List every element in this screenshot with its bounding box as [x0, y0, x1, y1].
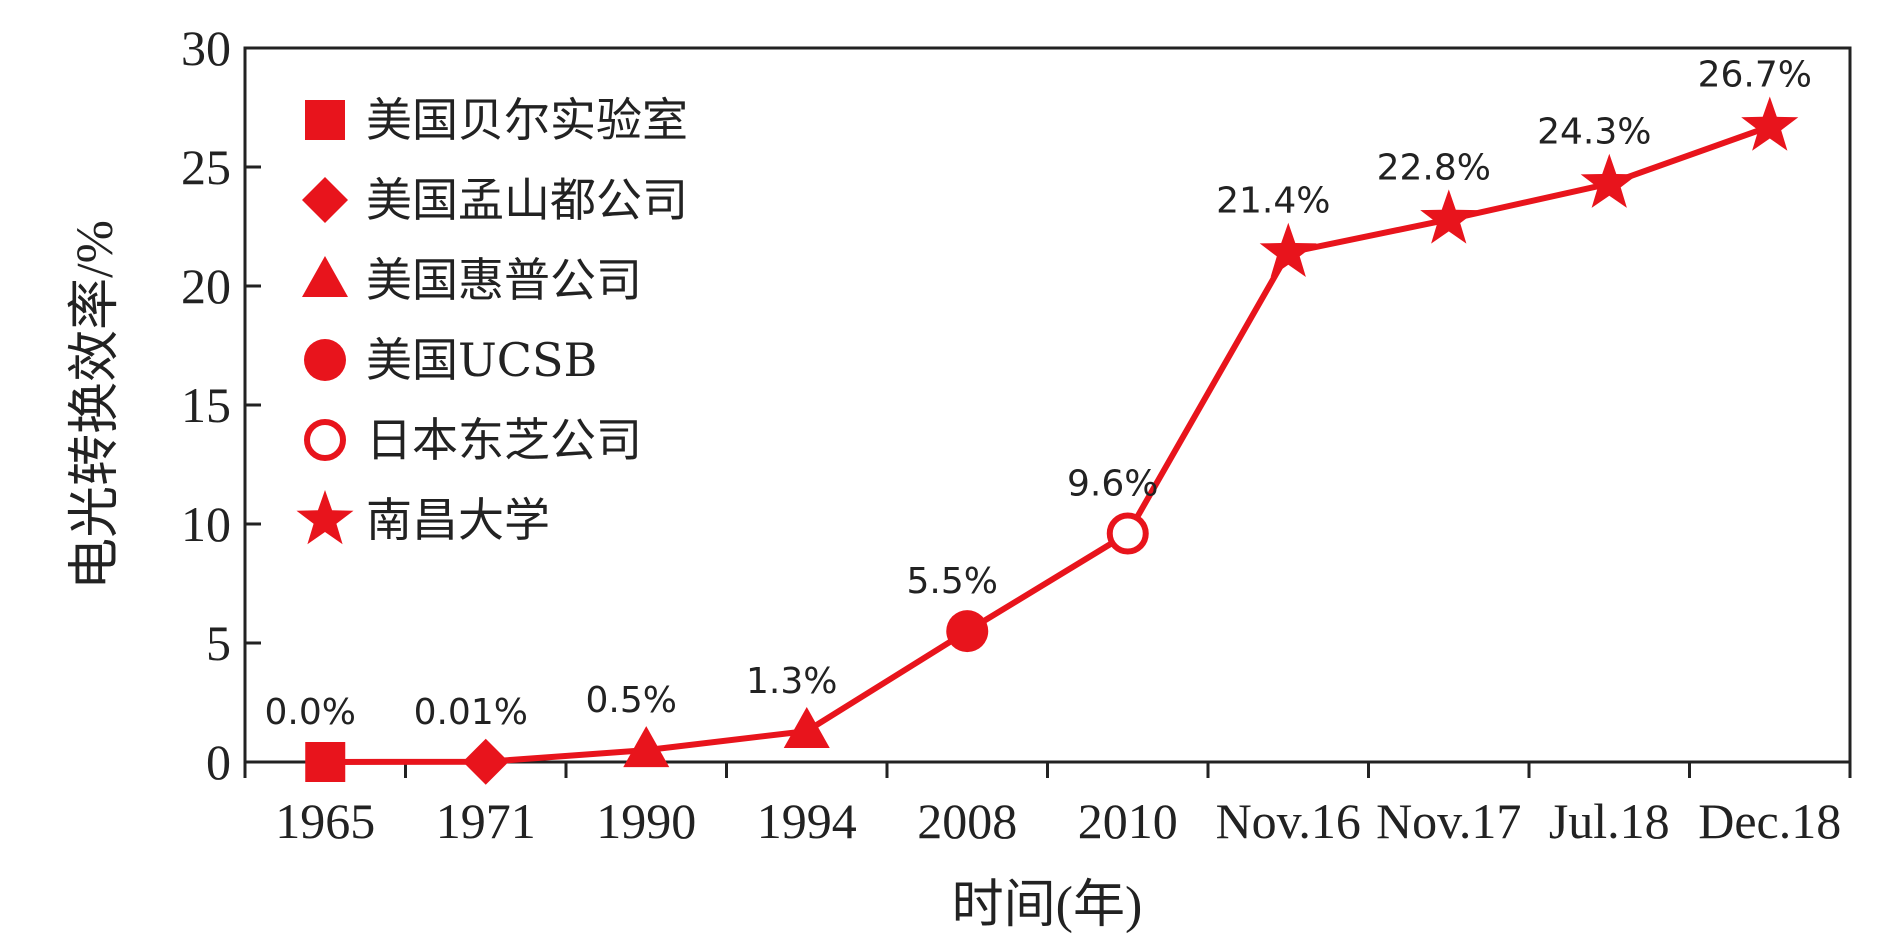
data-point-triangle	[623, 726, 670, 768]
y-tick-label: 0	[206, 734, 231, 790]
data-label: 0.5%	[586, 680, 677, 721]
data-point-star	[1420, 189, 1478, 244]
data-point-diamond	[462, 738, 509, 785]
legend-label: 美国惠普公司	[366, 253, 642, 307]
x-axis: 1965 1971 1990 1994 2008 2010 Nov.16 Nov.17 Jul.…	[243, 762, 1852, 849]
data-point-square	[305, 742, 346, 782]
x-tick-label: Nov.17	[1376, 793, 1521, 849]
x-axis-title: 时间(年)	[952, 877, 1143, 934]
y-axis: 0 5 10 15 20 25 30	[181, 20, 261, 790]
legend-marker-triangle	[302, 256, 348, 297]
data-label: 22.8%	[1377, 147, 1491, 188]
data-label: 21.4%	[1216, 181, 1330, 222]
series-efficiency	[305, 96, 1799, 785]
x-tick-label: 1990	[596, 793, 696, 849]
data-point-star	[1580, 153, 1638, 208]
y-tick-label: 25	[181, 139, 231, 195]
y-tick-label: 5	[206, 615, 231, 671]
legend-label: 美国贝尔实验室	[366, 93, 688, 147]
data-point-circle	[946, 610, 989, 653]
data-point-star	[1741, 96, 1799, 151]
data-label: 9.6%	[1067, 464, 1158, 505]
legend-label: 美国孟山都公司	[366, 173, 688, 227]
data-label: 24.3%	[1537, 112, 1651, 153]
legend-label: 美国UCSB	[366, 333, 597, 387]
x-tick-label: 1994	[757, 793, 857, 849]
data-label: 0.0%	[265, 692, 356, 733]
x-tick-label: Nov.16	[1216, 793, 1361, 849]
y-tick-label: 10	[181, 496, 231, 552]
y-tick-label: 20	[181, 258, 231, 314]
x-tick-label: 1971	[436, 793, 536, 849]
data-point-circle-open	[1106, 512, 1149, 555]
legend-marker-star	[296, 490, 354, 545]
data-labels: 0.0% 0.01% 0.5% 1.3% 5.5% 9.6% 21.4% 22.8% 24.3%…	[265, 55, 1812, 733]
y-tick-label: 15	[181, 377, 231, 433]
y-axis-title: 电光转换效率/%	[67, 220, 124, 590]
series-line	[325, 123, 1771, 765]
legend-label: 日本东芝公司	[366, 413, 642, 467]
x-tick-label: 2010	[1078, 793, 1178, 849]
data-label: 5.5%	[907, 561, 998, 602]
x-tick-label: 1965	[275, 793, 375, 849]
x-tick-label: Dec.18	[1698, 793, 1841, 849]
legend-label: 南昌大学	[366, 493, 550, 547]
x-tick-label: 2008	[917, 793, 1017, 849]
legend-marker-circle-open	[304, 419, 346, 461]
data-point-triangle	[783, 707, 830, 749]
data-label: 0.01%	[414, 692, 528, 733]
legend-marker-circle	[304, 339, 346, 381]
data-label: 26.7%	[1698, 55, 1812, 96]
y-tick-label: 30	[181, 20, 231, 76]
data-point-star	[1259, 222, 1317, 277]
x-tick-label: Jul.18	[1549, 793, 1670, 849]
data-label: 1.3%	[746, 661, 837, 702]
legend-marker-diamond	[302, 177, 348, 223]
legend-marker-square	[305, 100, 345, 140]
